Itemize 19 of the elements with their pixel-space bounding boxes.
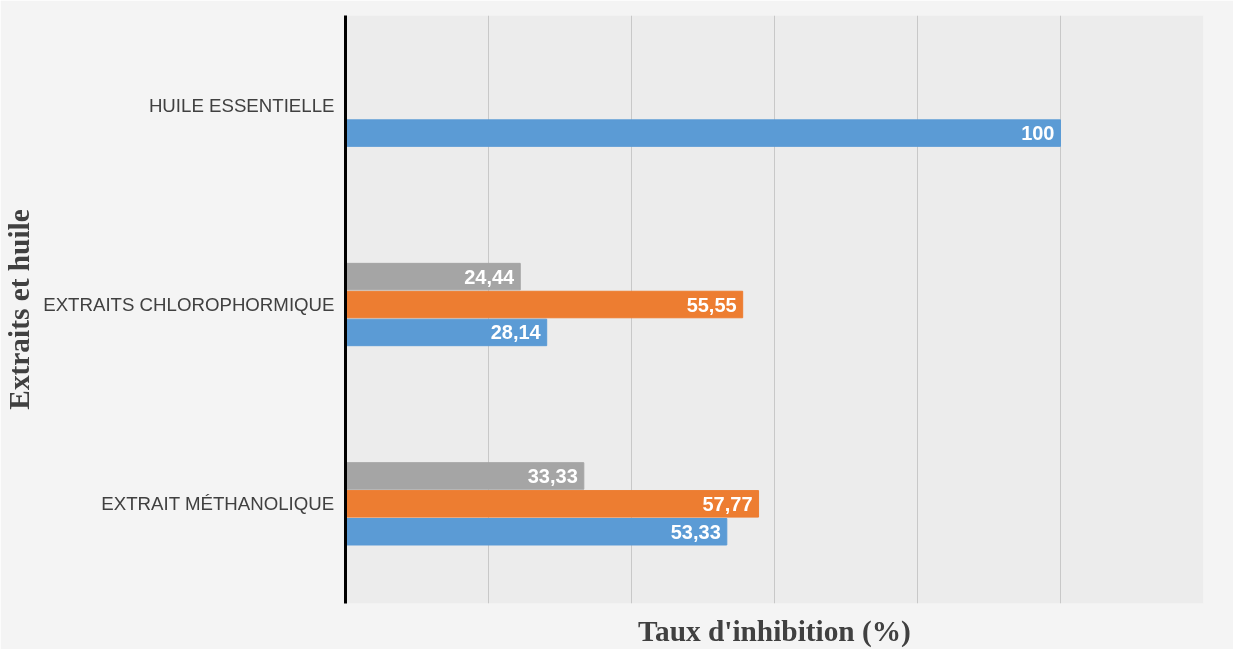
data-label: 100 [1021, 122, 1055, 145]
y-axis-title: Extraits et huile [3, 209, 36, 410]
bar [345, 119, 1061, 147]
data-label: 33,33 [527, 464, 578, 487]
y-tick-label: EXTRAITS CHLOROPHORMIQUE [43, 294, 335, 316]
data-label: 55,55 [686, 293, 737, 316]
bar [345, 462, 585, 490]
bar [345, 517, 728, 546]
bar [345, 490, 760, 518]
bar [345, 262, 521, 291]
data-label: 57,77 [702, 492, 753, 515]
bar [345, 318, 548, 347]
y-tick-label: HUILE ESSENTIELLE [148, 94, 335, 116]
data-label: 28,14 [490, 321, 542, 344]
y-tick-label: EXTRAIT MÉTHANOLIQUE [101, 493, 335, 515]
bar [345, 290, 744, 319]
x-axis-title: Taux d'inhibition (%) [638, 614, 911, 648]
data-label: 53,33 [670, 520, 721, 543]
data-label: 24,44 [464, 265, 516, 288]
